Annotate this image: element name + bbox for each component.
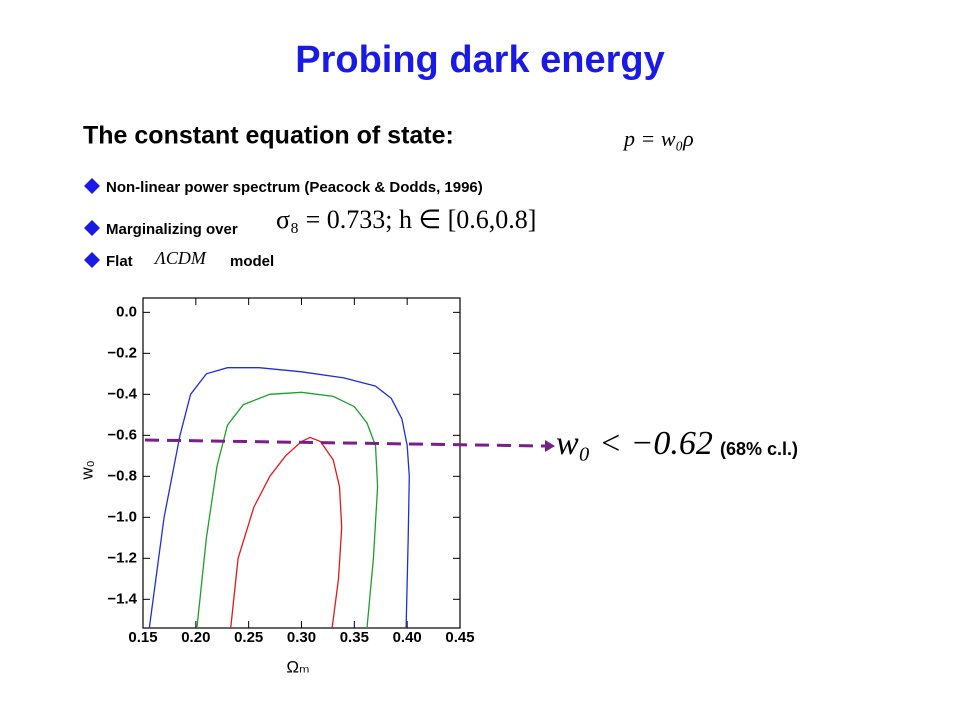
bullet xyxy=(84,220,100,236)
bullet-math: σ₈ = 0.733; h ∈ [0.6,0.8] xyxy=(276,205,536,234)
bullet-text: model xyxy=(230,253,274,270)
bullet-text: Flat xyxy=(106,253,133,270)
arrow-head xyxy=(545,440,555,452)
contour-line xyxy=(148,367,410,629)
x-axis-label: Ωₘ xyxy=(286,657,309,676)
result: w₀ < −0.62 xyxy=(556,425,713,462)
confidence: (68% c.l.) xyxy=(720,439,798,459)
y-tick-label: −1.0 xyxy=(107,508,137,525)
y-tick-label: −0.4 xyxy=(107,385,137,402)
contour-line xyxy=(196,391,379,629)
plot: 0.0 −0.2 −0.4 −0.6 −0.8 −1.0 −1.2 −1.4 0.15 0.20 0… xyxy=(107,298,475,646)
x-tick-label: 0.25 xyxy=(234,629,263,646)
bullet xyxy=(84,252,100,268)
x-tick-label: 0.35 xyxy=(340,629,369,646)
bullet-icons xyxy=(84,178,100,268)
y-tick-label: 0.0 xyxy=(116,303,137,320)
bullet xyxy=(84,178,100,194)
bullet-math: ΛCDM xyxy=(153,248,207,268)
y-tick-label: −1.4 xyxy=(107,590,137,607)
bullet-text: Non-linear power spectrum (Peacock & Dod… xyxy=(106,179,483,196)
x-tick-label: 0.30 xyxy=(287,629,316,646)
x-tick-label: 0.40 xyxy=(393,629,422,646)
bullet-text: Marginalizing over xyxy=(106,221,238,238)
y-tick-label: −0.6 xyxy=(107,426,137,443)
threshold-arrow xyxy=(144,438,546,448)
y-tick-label: −1.2 xyxy=(107,549,137,566)
y-tick-label: −0.2 xyxy=(107,344,137,361)
title: Probing dark energy xyxy=(295,39,665,81)
plot-frame xyxy=(142,297,461,629)
x-tick-label: 0.15 xyxy=(128,629,157,646)
x-tick-label: 0.20 xyxy=(181,629,210,646)
equation: p = w₀ρ xyxy=(622,126,694,151)
y-axis-label: w₀ xyxy=(77,460,96,480)
contour-line xyxy=(230,436,343,629)
subtitle: The constant equation of state: xyxy=(83,122,454,150)
y-tick-label: −0.8 xyxy=(107,467,137,484)
x-tick-label: 0.45 xyxy=(445,629,474,646)
